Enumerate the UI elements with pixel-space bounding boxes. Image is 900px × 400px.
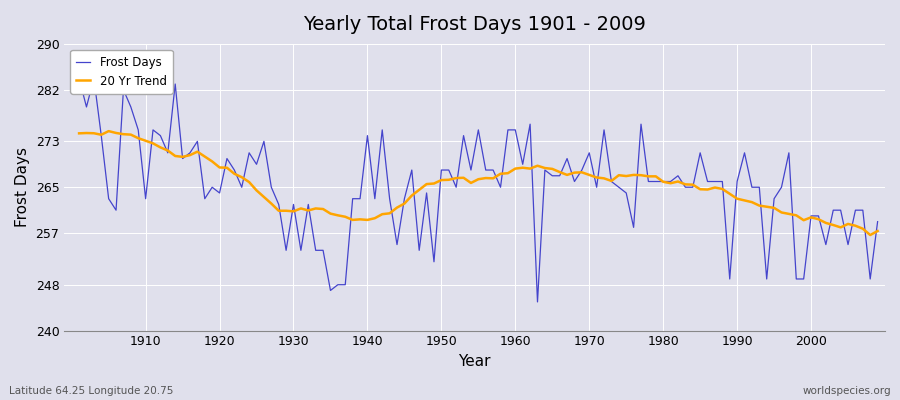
20 Yr Trend <box>606 178 616 183</box>
20 Yr Trend <box>74 131 85 136</box>
Y-axis label: Frost Days: Frost Days <box>15 147 30 227</box>
X-axis label: Year: Year <box>458 354 491 369</box>
Text: Latitude 64.25 Longitude 20.75: Latitude 64.25 Longitude 20.75 <box>9 386 174 396</box>
20 Yr Trend <box>518 165 528 170</box>
20 Yr Trend <box>140 138 151 143</box>
Frost Days <box>74 76 85 81</box>
Title: Yearly Total Frost Days 1901 - 2009: Yearly Total Frost Days 1901 - 2009 <box>303 15 646 34</box>
20 Yr Trend <box>104 129 114 134</box>
20 Yr Trend <box>303 208 314 213</box>
Frost Days <box>502 128 513 132</box>
Line: Frost Days: Frost Days <box>79 78 878 302</box>
Line: 20 Yr Trend: 20 Yr Trend <box>79 131 878 235</box>
20 Yr Trend <box>872 229 883 234</box>
Frost Days <box>532 300 543 304</box>
Legend: Frost Days, 20 Yr Trend: Frost Days, 20 Yr Trend <box>70 50 173 94</box>
Frost Days <box>872 219 883 224</box>
20 Yr Trend <box>347 218 358 222</box>
Frost Days <box>340 282 351 287</box>
Text: worldspecies.org: worldspecies.org <box>803 386 891 396</box>
20 Yr Trend <box>510 166 521 171</box>
Frost Days <box>606 179 616 184</box>
Frost Days <box>133 128 144 132</box>
Frost Days <box>510 128 521 132</box>
Frost Days <box>295 248 306 253</box>
20 Yr Trend <box>865 233 876 238</box>
